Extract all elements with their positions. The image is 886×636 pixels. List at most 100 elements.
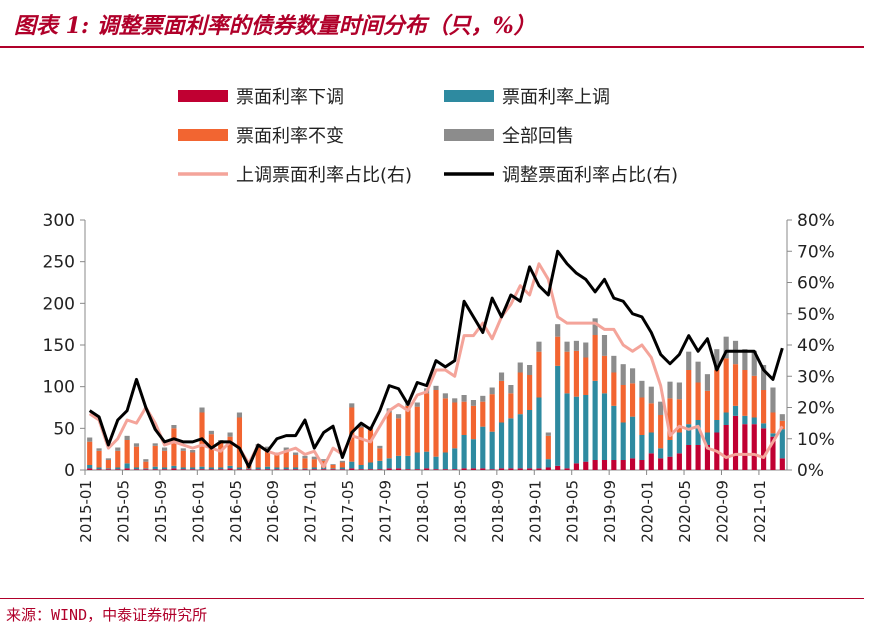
bar-down [611,460,617,470]
bar-down [321,469,327,470]
bar-up [452,448,458,470]
bar-up [433,456,439,470]
bar-putback [555,324,561,337]
bar-unchanged [339,462,345,468]
bar-down [124,468,130,470]
bar-up [695,420,701,445]
bar-up [629,416,636,459]
bar-up [293,467,299,470]
bar-up [386,458,392,469]
bar-down [293,469,299,470]
bar-unchanged [648,403,654,433]
bar-up [667,440,673,457]
bar-up [714,420,720,433]
bar-down [180,469,186,470]
bar-up [274,467,280,470]
bar-down [742,424,748,470]
bar-unchanged [143,461,149,469]
bar-up [377,460,383,470]
bar-putback [349,403,355,408]
bar-unchanged [330,465,336,469]
bar-putback [658,401,664,415]
bar-up [761,423,767,429]
bar-unchanged [424,393,430,452]
bar-putback [321,459,327,461]
bar-unchanged [180,450,186,468]
bar-unchanged [395,418,402,456]
bar-down [573,463,579,470]
bar-down [264,469,271,470]
bar-up [686,424,692,445]
x-tick-label: 2016-01 [189,480,207,543]
bar-putback [161,447,168,451]
bar-down [629,458,636,470]
bar-up [264,466,271,470]
bar-up [199,466,205,470]
bar-up [190,467,196,470]
bar-down [115,469,121,470]
bar-up [611,405,617,460]
bar-putback [358,423,364,428]
bar-unchanged [564,351,570,394]
bar-up [236,467,243,470]
bar-putback [311,456,317,460]
bar-down [480,468,486,470]
bar-down [414,469,420,470]
bar-putback [770,387,776,413]
bar-down [536,468,542,470]
bar-up [302,468,308,470]
x-tick-label: 2017-05 [339,480,357,543]
bar-putback [620,364,626,385]
bar-unchanged [629,383,636,417]
bar-putback [133,443,140,447]
bar-unchanged [302,458,308,469]
bar-up [480,426,486,469]
bar-up [723,412,729,425]
bar-unchanged [517,372,523,415]
bar-up [527,410,533,469]
bar-unchanged [386,412,392,459]
bar-down [639,460,645,470]
tick-labels: 0 50 100 150 200 250 300 0% 10% 20% 30% 40% 50% 60% 70… [43,211,835,543]
bar-down [311,469,317,470]
bar-putback [639,380,645,398]
x-tick-label: 2019-05 [564,480,582,543]
bar-down [105,469,111,470]
x-tick-label: 2017-01 [302,480,320,543]
bar-putback [480,395,486,402]
x-tick-label: 2018-05 [451,480,469,543]
bar-up [395,455,402,469]
legend-putback-label: 全部回售 [502,126,574,147]
bar-down [498,468,505,470]
bar-up [105,468,111,470]
bar-up [470,439,477,469]
bar-up [489,431,495,470]
x-tick-label: 2019-01 [526,480,544,543]
bar-up [704,432,711,445]
bar-putback [629,368,636,384]
bar-up [227,465,233,469]
bar-putback [536,341,542,352]
bar-down [87,468,93,470]
bar-down [667,456,673,470]
bar-putback [414,402,420,407]
bar-up [555,365,561,466]
bar-unchanged [358,427,364,465]
bar-putback [143,459,149,462]
bar-unchanged [536,351,542,398]
bar-putback [124,435,130,440]
bar-unchanged [639,397,645,435]
bar-unchanged [283,450,289,468]
bar-putback [87,437,93,442]
bar-putback [377,445,383,449]
bar-down [555,465,561,470]
bar-unchanged [311,459,317,468]
bar-putback [180,448,186,451]
bar-down [601,460,608,470]
x-tick-label: 2020-01 [639,480,657,543]
bar-down [442,469,448,470]
bar-putback [442,393,448,399]
y-tick-label: 200 [43,294,75,314]
bar-up [583,395,589,462]
